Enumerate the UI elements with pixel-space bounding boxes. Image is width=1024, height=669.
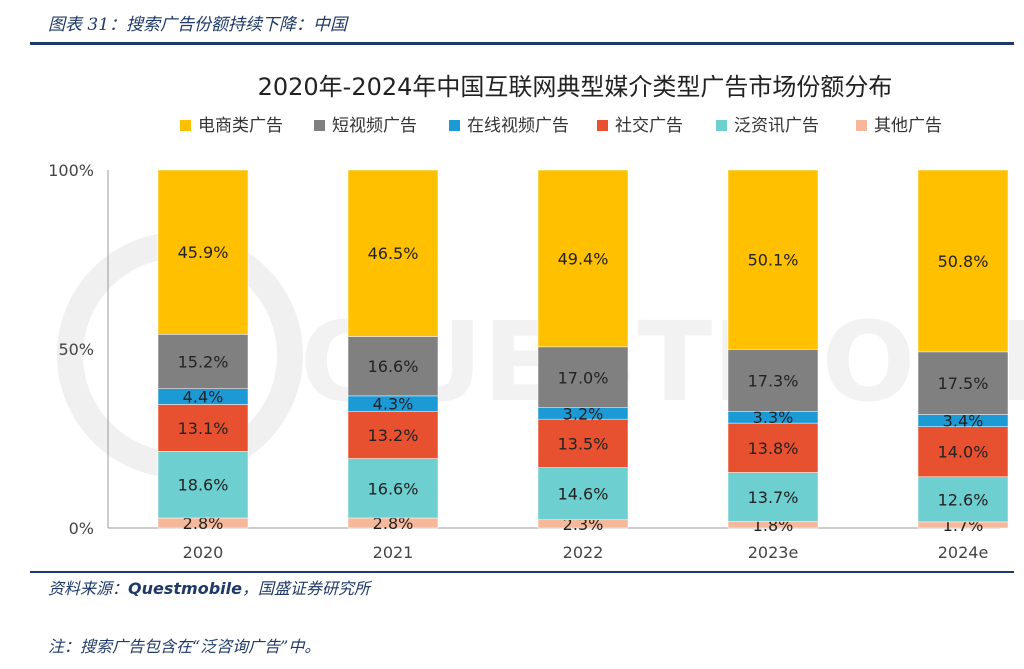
data-label: 14.6% bbox=[558, 485, 609, 504]
data-label: 16.6% bbox=[368, 479, 419, 498]
bar-segment bbox=[347, 458, 439, 519]
x-tick-label: 2023e bbox=[748, 543, 799, 562]
data-label: 3.3% bbox=[753, 408, 794, 427]
legend-label: 泛资讯广告 bbox=[734, 116, 819, 136]
x-tick-label: 2020 bbox=[183, 543, 224, 562]
bar-segment bbox=[727, 349, 819, 412]
y-tick-label: 100% bbox=[48, 161, 94, 180]
legend-swatch bbox=[314, 120, 325, 131]
source-name: Questmobile bbox=[128, 579, 242, 598]
source-prefix: 资料来源： bbox=[48, 579, 129, 598]
x-tick-label: 2024e bbox=[938, 543, 989, 562]
legend-swatch bbox=[716, 120, 727, 131]
legend-label: 电商类广告 bbox=[198, 116, 283, 136]
bar-segment bbox=[537, 169, 629, 348]
chart-title: 2020年-2024年中国互联网典型媒介类型广告市场份额分布 bbox=[258, 73, 893, 101]
bar-segment bbox=[157, 451, 249, 519]
bar-segment bbox=[537, 346, 629, 408]
data-label: 4.3% bbox=[373, 395, 414, 414]
data-label: 12.6% bbox=[938, 490, 989, 509]
data-label: 4.4% bbox=[183, 388, 224, 407]
source-line: 资料来源：Questmobile，国盛证券研究所 bbox=[48, 575, 370, 599]
data-label: 17.0% bbox=[558, 368, 609, 387]
data-label: 13.1% bbox=[178, 419, 229, 438]
data-label: 2.8% bbox=[183, 514, 224, 533]
data-label: 15.2% bbox=[178, 353, 229, 372]
data-label: 46.5% bbox=[368, 244, 419, 263]
data-label: 18.6% bbox=[178, 476, 229, 495]
legend-label: 其他广告 bbox=[874, 116, 942, 136]
bar-segment bbox=[917, 476, 1009, 523]
bar-segment bbox=[727, 422, 819, 473]
bar-segment bbox=[347, 411, 439, 459]
data-label: 13.2% bbox=[368, 426, 419, 445]
data-label: 14.0% bbox=[938, 443, 989, 462]
bar-segment bbox=[347, 169, 439, 337]
data-label: 13.8% bbox=[748, 439, 799, 458]
figure-caption: 图表 31：搜索广告份额持续下降：中国 bbox=[48, 15, 348, 35]
data-label: 17.5% bbox=[938, 374, 989, 393]
data-label: 17.3% bbox=[748, 371, 799, 390]
legend: 电商类广告 短视频广告 在线视频广告 社交广告 泛资讯广告 其他广告 bbox=[180, 116, 942, 136]
bottom-rule bbox=[30, 571, 1014, 573]
bar-segment bbox=[537, 467, 629, 521]
bar-segment bbox=[157, 334, 249, 389]
bar-segment bbox=[917, 169, 1009, 353]
data-label: 13.7% bbox=[748, 488, 799, 507]
legend-label: 社交广告 bbox=[615, 116, 683, 136]
data-label: 3.4% bbox=[943, 412, 984, 431]
data-label: 50.8% bbox=[938, 252, 989, 271]
source-suffix: ，国盛证券研究所 bbox=[241, 579, 370, 598]
top-rule bbox=[30, 42, 1014, 45]
stacked-bar-chart: QUESTMOBILE 2020年-2024年中国互联网典型媒介类型广告市场份额… bbox=[48, 73, 1024, 562]
bar-segment bbox=[157, 169, 249, 335]
legend-swatch bbox=[856, 120, 867, 131]
legend-swatch bbox=[597, 120, 608, 131]
footnote: 注：搜索广告包含在“泛咨询广告”中。 bbox=[48, 637, 321, 656]
legend-swatch bbox=[449, 120, 460, 131]
bar-segment bbox=[537, 418, 629, 468]
bar-segment bbox=[727, 472, 819, 522]
data-label: 13.5% bbox=[558, 434, 609, 453]
legend-label: 短视频广告 bbox=[332, 116, 417, 136]
data-label: 49.4% bbox=[558, 249, 609, 268]
legend-label: 在线视频广告 bbox=[467, 116, 569, 136]
data-label: 3.2% bbox=[563, 404, 604, 423]
bar-segment bbox=[347, 336, 439, 397]
x-tick-label: 2021 bbox=[373, 543, 414, 562]
legend-swatch bbox=[180, 120, 191, 131]
data-label: 50.1% bbox=[748, 251, 799, 270]
bar-segment bbox=[917, 426, 1009, 478]
bar-segment bbox=[727, 169, 819, 350]
data-label: 2.8% bbox=[373, 514, 414, 533]
x-tick-label: 2022 bbox=[563, 543, 604, 562]
y-tick-label: 50% bbox=[58, 340, 94, 359]
data-label: 16.6% bbox=[368, 357, 419, 376]
data-label: 45.9% bbox=[178, 243, 229, 262]
y-tick-label: 0% bbox=[69, 519, 94, 538]
bars: 2.8% 18.6% 13.1% 4.4% 15.2% 45.9% 2020 2.8% 16.6… bbox=[157, 169, 1009, 562]
bar-segment bbox=[917, 351, 1009, 415]
